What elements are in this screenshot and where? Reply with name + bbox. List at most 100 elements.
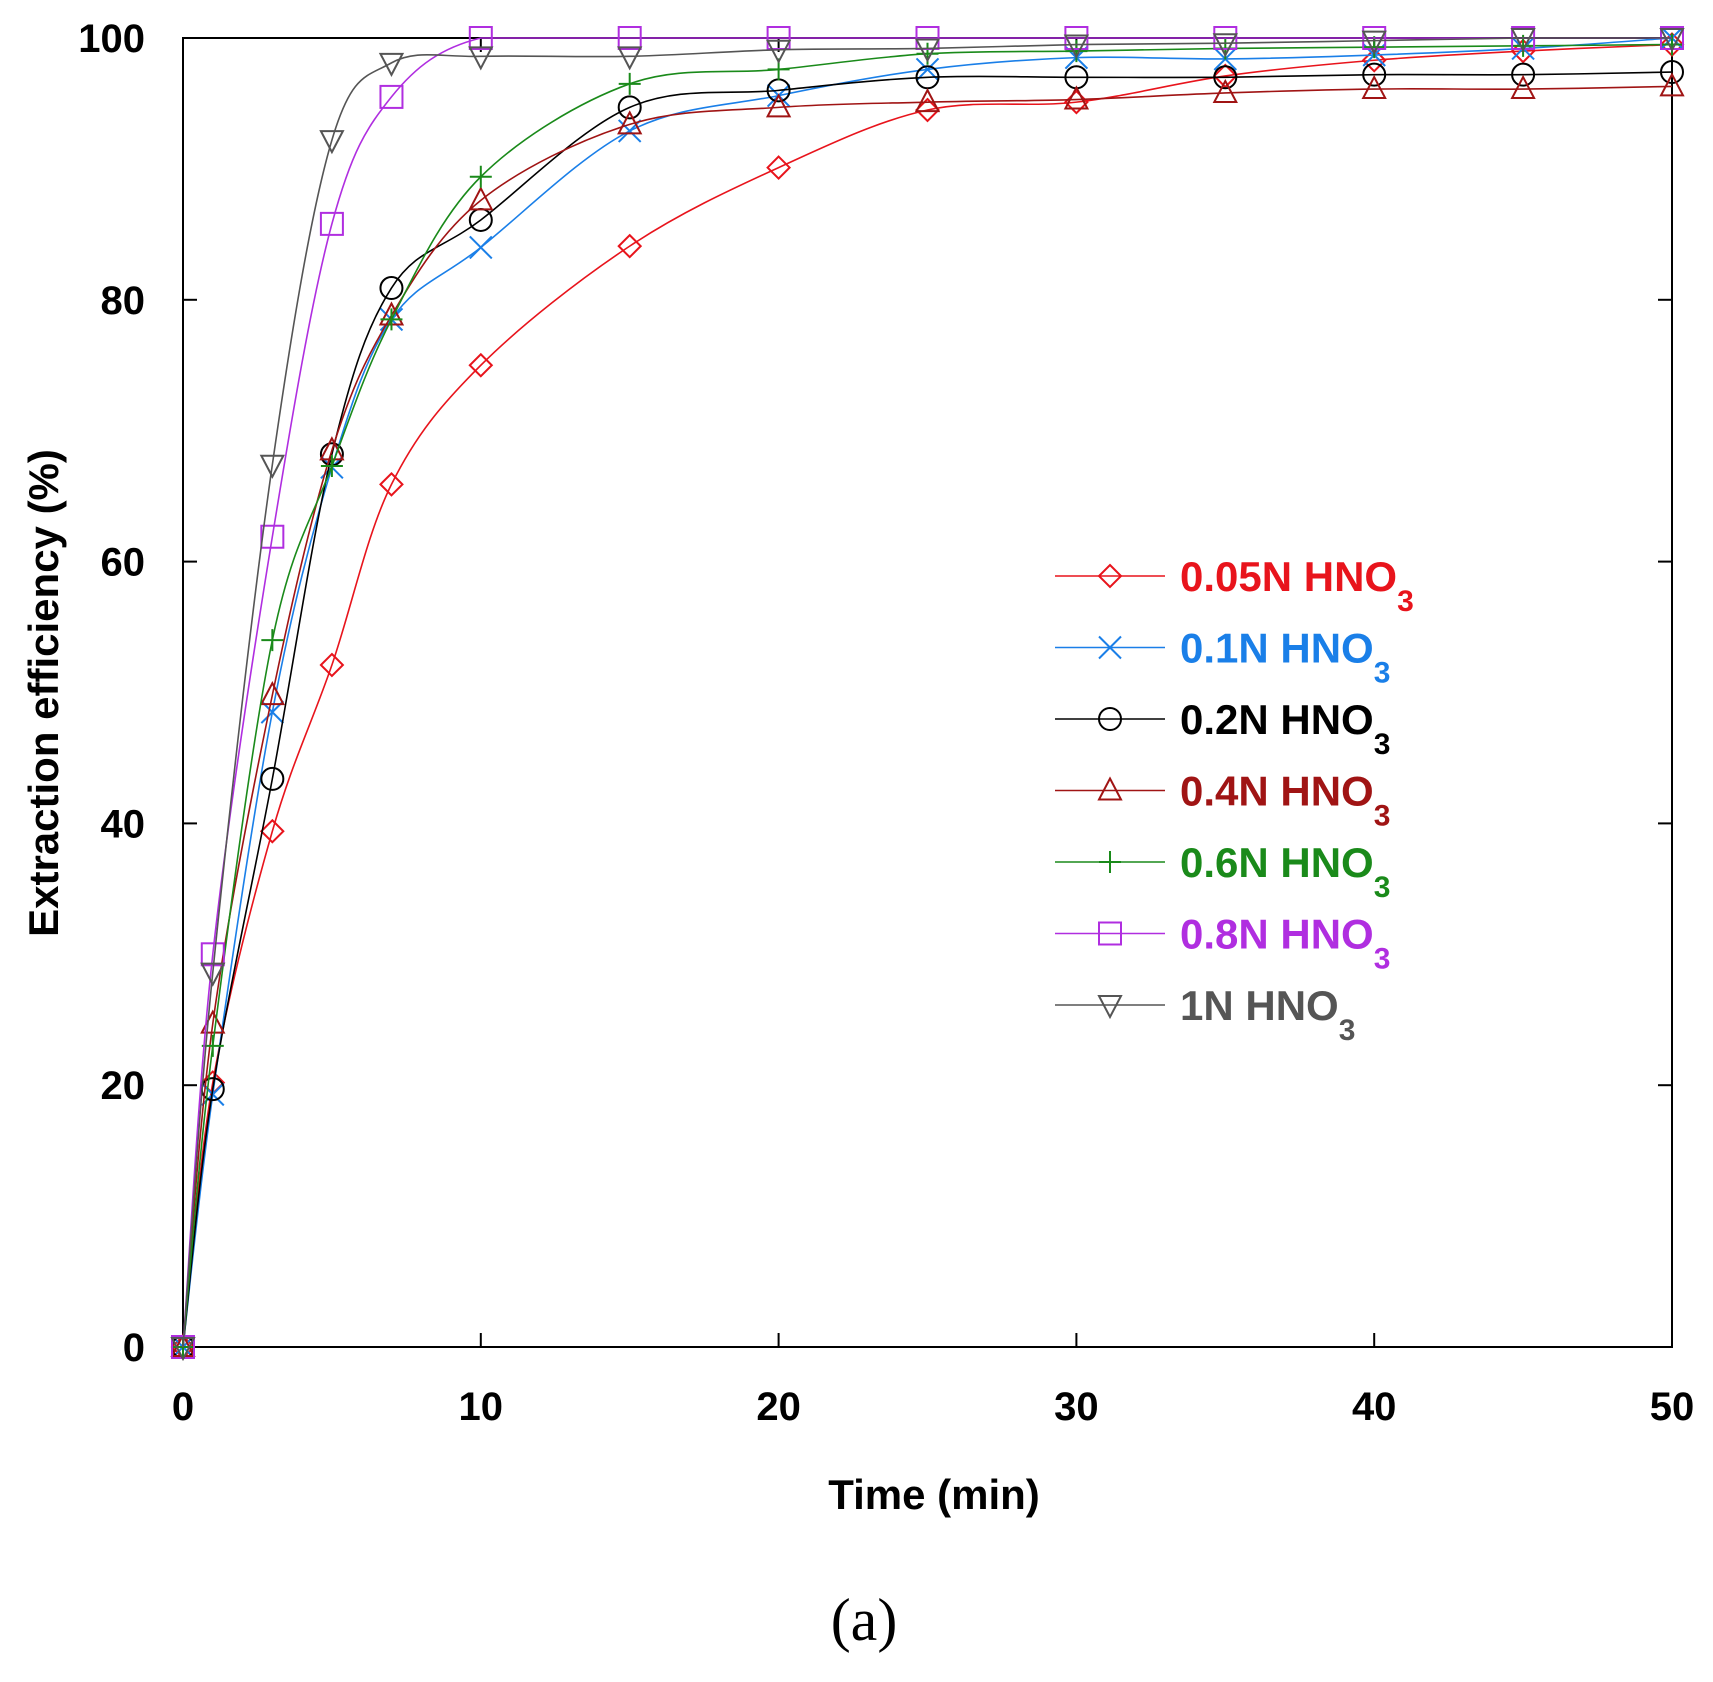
data-point bbox=[1212, 78, 1238, 103]
series-group bbox=[170, 26, 1685, 1362]
data-point bbox=[468, 46, 494, 71]
data-point bbox=[1510, 74, 1536, 100]
legend-label-main: 0.1N HNO bbox=[1180, 625, 1374, 672]
data-point bbox=[1063, 85, 1090, 110]
data-point bbox=[260, 524, 285, 549]
legend-label: 1N HNO3 bbox=[1180, 982, 1355, 1047]
legend-item: 0.6N HNO3 bbox=[1055, 839, 1390, 904]
data-point bbox=[380, 308, 403, 331]
data-point bbox=[259, 454, 285, 479]
data-point bbox=[319, 652, 345, 678]
data-point bbox=[259, 818, 285, 844]
x-tick-label: 0 bbox=[172, 1385, 194, 1429]
data-point bbox=[765, 39, 792, 64]
x-tick-label: 40 bbox=[1352, 1385, 1397, 1429]
y-tick-label: 60 bbox=[101, 541, 146, 585]
legend-item: 1N HNO3 bbox=[1055, 982, 1355, 1047]
legend-item: 0.05N HNO3 bbox=[1055, 553, 1414, 618]
x-tick-label: 30 bbox=[1054, 1385, 1099, 1429]
data-point bbox=[1511, 62, 1536, 87]
data-point bbox=[617, 26, 642, 50]
legend-label-subscript: 3 bbox=[1374, 943, 1391, 976]
legend-label-main: 0.4N HNO bbox=[1180, 768, 1374, 815]
x-axis-title: Time (min) bbox=[828, 1471, 1040, 1518]
data-point bbox=[1659, 28, 1685, 53]
data-point bbox=[1361, 30, 1387, 55]
legend-label-main: 0.8N HNO bbox=[1180, 911, 1374, 958]
legend-label-main: 1N HNO bbox=[1180, 982, 1339, 1029]
data-point bbox=[617, 95, 642, 120]
data-point bbox=[618, 72, 641, 95]
legend-label-subscript: 3 bbox=[1397, 585, 1414, 618]
data-point bbox=[260, 766, 285, 791]
data-point bbox=[469, 235, 493, 260]
data-point bbox=[617, 110, 643, 135]
legend-label: 0.4N HNO3 bbox=[1180, 768, 1390, 833]
data-point bbox=[468, 352, 494, 378]
data-point bbox=[261, 629, 284, 652]
data-point bbox=[617, 119, 642, 143]
legend-marker bbox=[1097, 776, 1123, 801]
legend-label-main: 0.2N HNO bbox=[1180, 696, 1374, 743]
y-axis-title: Extraction efficiency (%) bbox=[20, 449, 67, 937]
data-point bbox=[378, 52, 405, 78]
data-point bbox=[1213, 65, 1238, 90]
data-point bbox=[914, 38, 941, 63]
legend-label-main: 0.05N HNO bbox=[1180, 553, 1397, 600]
data-point bbox=[1212, 33, 1238, 58]
y-tick-label: 0 bbox=[123, 1326, 145, 1370]
legend-item: 0.4N HNO3 bbox=[1055, 768, 1390, 833]
data-point bbox=[1362, 26, 1387, 50]
y-tick-label: 80 bbox=[101, 279, 146, 323]
x-tick-label: 50 bbox=[1650, 1385, 1695, 1429]
y-tick-label: 100 bbox=[78, 17, 145, 61]
data-point bbox=[1063, 89, 1089, 115]
data-point bbox=[468, 186, 494, 211]
legend-label-subscript: 3 bbox=[1374, 728, 1391, 761]
data-point bbox=[766, 155, 792, 181]
y-tick-label: 20 bbox=[101, 1064, 146, 1108]
series-line bbox=[182, 37, 1672, 1348]
legend-label: 0.05N HNO3 bbox=[1180, 553, 1414, 618]
series-1n-hno3 bbox=[170, 28, 1685, 1362]
data-point bbox=[1362, 62, 1387, 87]
legend-item: 0.8N HNO3 bbox=[1055, 911, 1390, 976]
data-point bbox=[617, 46, 643, 71]
data-point bbox=[469, 165, 492, 188]
data-point bbox=[915, 97, 940, 123]
legend-marker bbox=[1098, 921, 1122, 946]
legend-label: 0.1N HNO3 bbox=[1180, 625, 1390, 690]
data-point bbox=[379, 471, 404, 497]
data-point bbox=[379, 84, 404, 109]
legend-item: 0.1N HNO3 bbox=[1055, 625, 1390, 690]
figure-caption: (a) bbox=[831, 1587, 898, 1653]
series-line bbox=[182, 85, 1673, 1348]
data-point bbox=[1361, 47, 1387, 73]
data-point bbox=[468, 26, 493, 50]
data-point bbox=[259, 680, 285, 706]
legend-marker bbox=[1098, 635, 1122, 660]
data-point bbox=[319, 211, 344, 236]
legend-item: 0.2N HNO3 bbox=[1055, 696, 1390, 761]
data-point bbox=[170, 1337, 196, 1362]
data-point bbox=[1660, 60, 1684, 85]
legend-marker bbox=[1097, 563, 1123, 589]
axes-group: 0 10 20 30 40 50 0 20 40 60 80 100 bbox=[78, 17, 1694, 1429]
data-point bbox=[1212, 63, 1238, 89]
x-tick-label: 20 bbox=[756, 1385, 801, 1429]
data-point bbox=[1064, 26, 1089, 50]
data-point bbox=[617, 233, 643, 259]
legend-label: 0.2N HNO3 bbox=[1180, 696, 1390, 761]
series-line bbox=[182, 37, 1673, 1348]
data-point bbox=[200, 962, 226, 987]
data-point bbox=[914, 87, 941, 113]
data-point bbox=[1510, 28, 1536, 53]
legend-label-subscript: 3 bbox=[1374, 800, 1391, 833]
series-line bbox=[182, 43, 1673, 1348]
legend-label-main: 0.6N HNO bbox=[1180, 839, 1374, 886]
series-line bbox=[182, 71, 1673, 1348]
legend-marker bbox=[1099, 851, 1121, 873]
legend-label: 0.8N HNO3 bbox=[1180, 911, 1390, 976]
